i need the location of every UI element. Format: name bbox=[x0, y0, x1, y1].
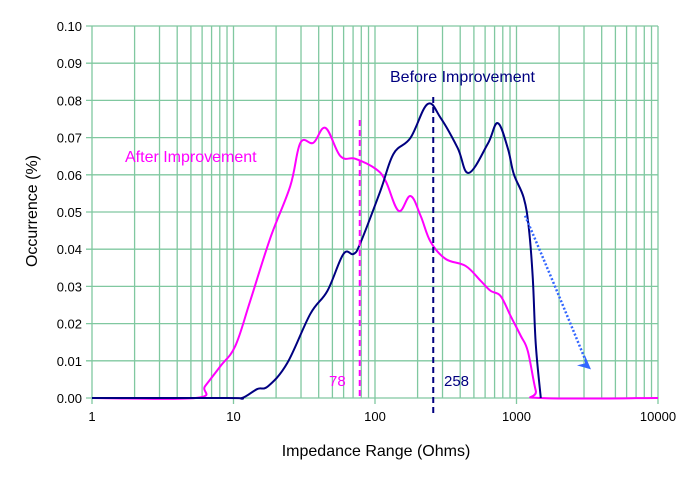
y-tick-label: 0.00 bbox=[57, 391, 82, 406]
y-tick-label: 0.10 bbox=[57, 19, 82, 34]
x-tick-label: 10 bbox=[226, 409, 240, 424]
y-axis-title: Occurrence (%) bbox=[24, 155, 41, 267]
annotation-layer bbox=[358, 97, 591, 416]
arrow-head-icon bbox=[576, 355, 591, 370]
y-tick-label: 0.07 bbox=[57, 131, 82, 146]
y-tick-label: 0.02 bbox=[57, 317, 82, 332]
y-tick-label: 0.08 bbox=[57, 93, 82, 108]
y-tick-label: 0.09 bbox=[57, 56, 82, 71]
dotted-arrow-line bbox=[523, 215, 590, 367]
y-tick-label: 0.03 bbox=[57, 279, 82, 294]
y-tick-label: 0.01 bbox=[57, 354, 82, 369]
after-median-label: 78 bbox=[329, 373, 346, 390]
before-median-label: 258 bbox=[444, 373, 469, 390]
x-axis-title: Impedance Range (Ohms) bbox=[282, 443, 471, 460]
before-improvement-line bbox=[92, 102, 542, 400]
x-tick-label: 1000 bbox=[502, 409, 531, 424]
y-tick-label: 0.04 bbox=[57, 242, 82, 257]
y-tick-label: 0.06 bbox=[57, 168, 82, 183]
after-improvement-line bbox=[91, 126, 659, 400]
y-tick-label: 0.05 bbox=[57, 205, 82, 220]
before-improvement-label: Before Improvement bbox=[390, 69, 536, 86]
x-tick-label: 1 bbox=[88, 409, 95, 424]
after-improvement-label: After Improvement bbox=[125, 149, 257, 166]
series-layer bbox=[91, 102, 659, 400]
tick-layer: 0.00 0.01 0.02 0.03 0.04 0.05 0.06 0.07 0.08 0.09… bbox=[57, 19, 676, 424]
x-tick-label: 100 bbox=[364, 409, 386, 424]
x-tick-label: 10000 bbox=[640, 409, 676, 424]
